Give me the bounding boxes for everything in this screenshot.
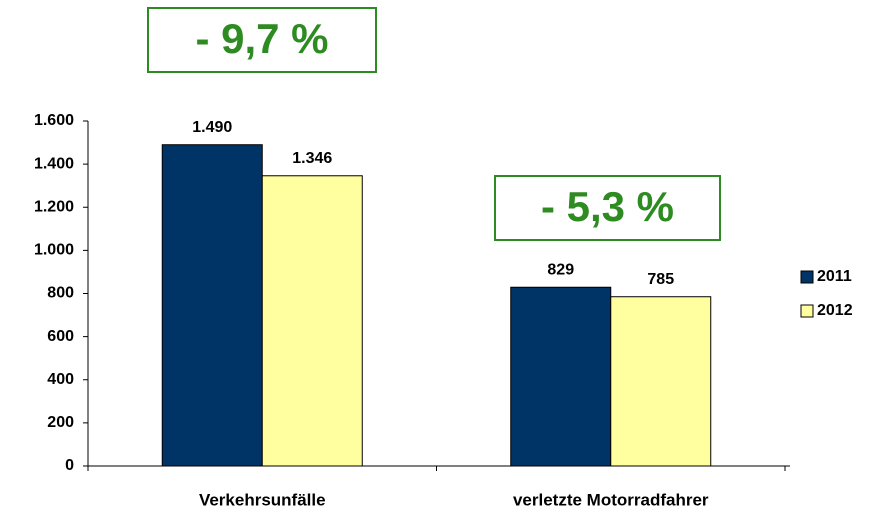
y-tick-label: 1.600 xyxy=(34,112,74,129)
y-tick-label: 200 xyxy=(47,414,74,431)
x-tick-label: Verkehrsunfälle xyxy=(199,490,326,509)
y-tick-label: 1.400 xyxy=(34,155,74,172)
y-tick-label: 800 xyxy=(47,285,74,302)
y-tick-label: 1.200 xyxy=(34,198,74,215)
y-tick-label: 400 xyxy=(47,371,74,388)
bar xyxy=(261,175,363,467)
legend-label: 2012 xyxy=(817,302,853,319)
bar xyxy=(510,286,612,467)
y-tick-label: 0 xyxy=(65,457,74,474)
x-tick-label: verletzte Motorradfahrer xyxy=(513,490,709,509)
y-tick-label: 600 xyxy=(47,328,74,345)
legend-swatch xyxy=(800,270,814,284)
value-label: 829 xyxy=(547,261,574,278)
legend-swatch xyxy=(800,304,814,318)
y-tick-label: 1.000 xyxy=(34,242,74,259)
annotation: - 9,7 % xyxy=(195,15,328,62)
legend-label: 2011 xyxy=(817,268,852,285)
bar xyxy=(161,144,263,467)
value-label: 785 xyxy=(647,271,674,288)
value-label: 1.490 xyxy=(192,119,232,136)
value-label: 1.346 xyxy=(292,150,332,167)
annotation-box xyxy=(147,7,377,73)
annotation-box xyxy=(494,175,721,241)
annotation: - 5,3 % xyxy=(541,183,674,230)
bar xyxy=(610,296,712,467)
